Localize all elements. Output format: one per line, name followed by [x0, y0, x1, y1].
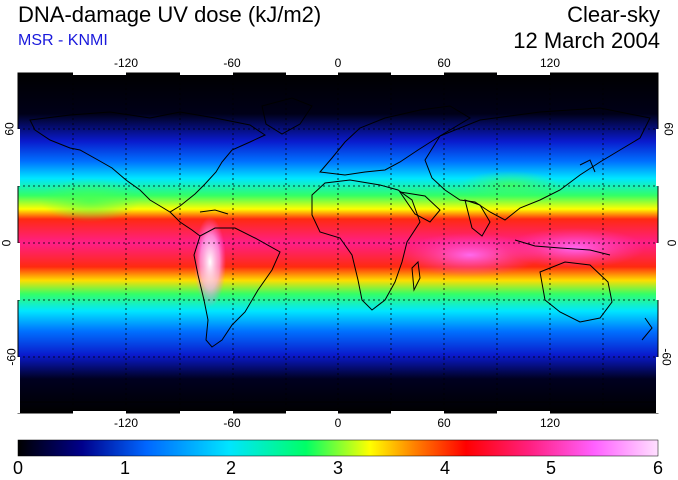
coast-madagascar: [411, 260, 421, 292]
coast-japan: [579, 159, 596, 173]
lat-tick-label: 60: [661, 122, 676, 136]
coast-europe: [319, 105, 471, 176]
lon-tick-label: -60: [223, 416, 241, 430]
coast-new-zealand: [641, 317, 653, 341]
lon-tick-label: 120: [539, 56, 561, 70]
graticule: [18, 73, 658, 413]
coast-india: [464, 199, 491, 237]
map-subtitle: MSR - KNMI: [18, 32, 108, 49]
lon-tick-label: -120: [113, 416, 139, 430]
lon-tick-label: 60: [437, 56, 451, 70]
colorbar-label: 4: [439, 458, 451, 478]
uv-hotspot-indonesia: [505, 228, 645, 268]
colorbar-label: 2: [225, 458, 237, 478]
colorbar: [17, 439, 659, 457]
uv-hotspot-indian-ocean: [400, 233, 540, 277]
lon-tick-label: -60: [223, 56, 241, 70]
uv-lowspot-asia: [460, 171, 560, 199]
colorbar-label: 6: [652, 458, 664, 478]
coast-africa: [311, 179, 421, 311]
colorbar-label: 0: [12, 458, 24, 478]
lon-tick-label: 0: [334, 56, 342, 70]
lon-tick-label: 60: [437, 416, 451, 430]
coast-caribbean: [199, 209, 229, 215]
lat-tick-label: -60: [659, 348, 674, 366]
colorbar-label: 3: [332, 458, 344, 478]
coast-north-america: [29, 111, 267, 213]
uv-lowspot-atlantic: [40, 178, 140, 222]
lat-tick-label: 0: [0, 239, 14, 247]
coast-greenland: [261, 97, 313, 135]
lat-tick-label: 60: [2, 122, 17, 136]
map-title: DNA-damage UV dose (kJ/m2): [18, 2, 322, 27]
coast-arabia: [398, 191, 441, 223]
coast-indonesia: [514, 239, 611, 256]
lon-tick-label: -120: [113, 56, 139, 70]
uv-hotspot-andes: [194, 217, 226, 307]
lon-tick-label: 120: [539, 416, 561, 430]
sky-condition: Clear-sky: [567, 2, 660, 27]
coast-central-america: [169, 211, 201, 237]
coast-south-america: [193, 227, 281, 348]
colorbar-label: 1: [119, 458, 131, 478]
map-frame: [17, 72, 659, 414]
coastlines: [18, 97, 658, 403]
colorbar-label: 5: [545, 458, 557, 478]
lat-tick-label: -60: [4, 348, 19, 366]
map-date: 12 March 2004: [513, 28, 660, 53]
lat-tick-label: 0: [664, 239, 678, 247]
coast-australia: [539, 261, 613, 323]
lon-tick-label: 0: [334, 416, 342, 430]
